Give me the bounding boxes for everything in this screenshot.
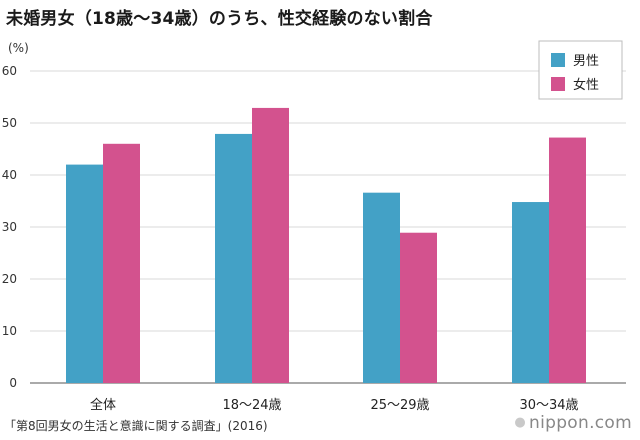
x-tick-label: 全体 — [90, 397, 116, 413]
x-tick-label: 30〜34歳 — [519, 398, 578, 413]
bar-female-2 — [400, 232, 437, 383]
y-tick-label: 50 — [2, 116, 17, 130]
y-tick-label: 30 — [2, 220, 17, 234]
bar-female-3 — [549, 137, 586, 383]
y-tick-label: 40 — [2, 168, 17, 182]
y-tick-label: 0 — [9, 376, 17, 390]
legend-swatch-female — [551, 77, 565, 91]
bar-female-0 — [103, 143, 140, 383]
y-tick-label: 60 — [2, 64, 17, 78]
legend-label-male: 男性 — [573, 54, 599, 69]
x-axis-ticks: 全体 18〜24歳 25〜29歳 30〜34歳 — [90, 397, 579, 413]
bars — [66, 107, 586, 384]
legend-label-female: 女性 — [573, 77, 599, 93]
bar-male-3 — [512, 202, 549, 383]
chart-title: 未婚男女（18歳〜34歳）のうち、性交経験のない割合 — [6, 9, 433, 29]
bar-male-1 — [215, 133, 252, 383]
legend: 男性 女性 — [538, 40, 623, 100]
legend-swatch-male — [551, 53, 565, 67]
brand-logo: ● nippon.com — [514, 413, 632, 433]
x-tick-label: 25〜29歳 — [370, 398, 429, 413]
brand-mark-icon: ● — [514, 415, 527, 430]
y-axis-unit-label: (%) — [8, 41, 29, 55]
bar-male-2 — [363, 192, 400, 383]
bar-male-0 — [66, 164, 103, 383]
y-tick-label: 20 — [2, 272, 17, 286]
brand-name: nippon.com — [529, 413, 632, 433]
x-tick-label: 18〜24歳 — [222, 398, 281, 413]
y-axis-ticks: 0 10 20 30 40 50 60 — [2, 64, 17, 390]
bar-female-1 — [252, 107, 289, 384]
source-note: 「第8回男女の生活と意識に関する調査」(2016) — [4, 419, 268, 433]
y-tick-label: 10 — [2, 324, 17, 338]
